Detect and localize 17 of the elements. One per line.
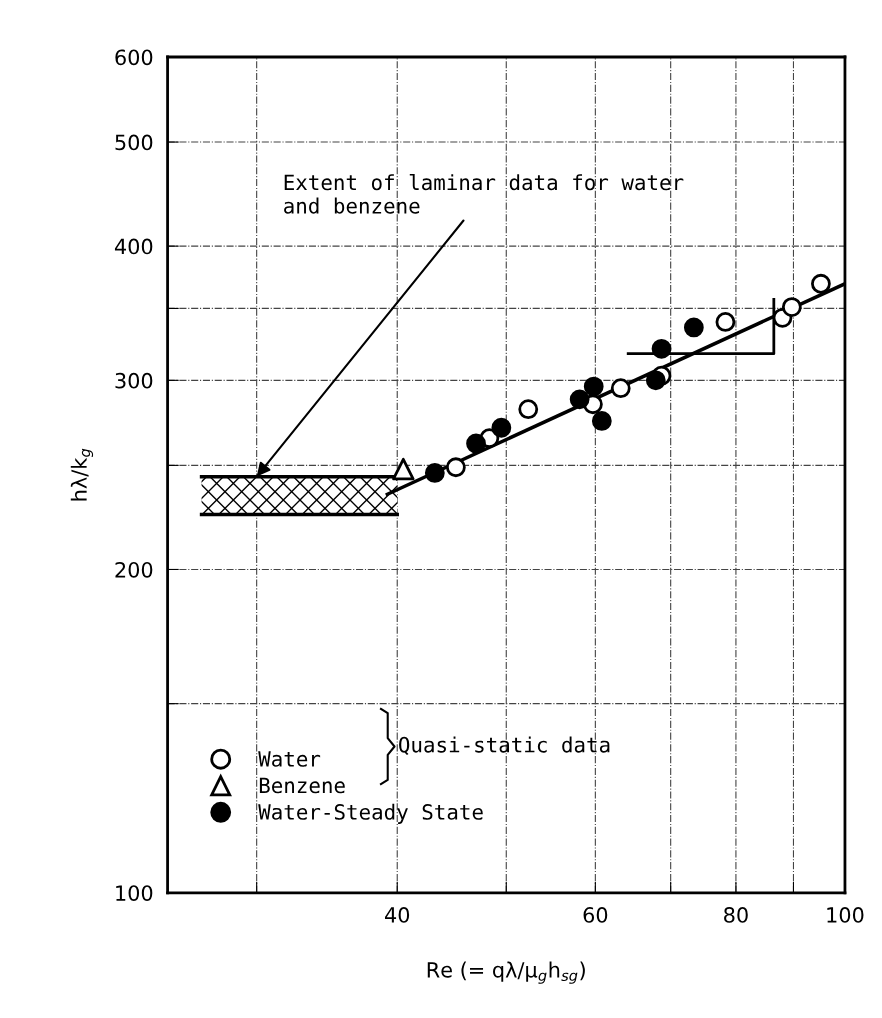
y-axis-title: hλ/k$_{g}$: [70, 448, 94, 501]
annotation: Quasi-static data: [399, 736, 610, 756]
y-tick-label: 500: [115, 134, 153, 151]
x-axis-title: Re (= qλ/μ$_{g}$h$_{sg}$): [427, 961, 585, 984]
y-tick-label: 200: [115, 561, 153, 578]
y-tick-label: 300: [115, 372, 153, 389]
y-tick-label: 100: [116, 885, 153, 901]
y-tick-label: 600: [115, 49, 153, 66]
x-tick-label: 40: [385, 907, 410, 923]
legend-label: Water: [258, 751, 321, 767]
x-tick-label: 80: [724, 907, 748, 923]
x-tick-label: 100: [827, 907, 864, 923]
annotation: Extent of laminar data for water and benzene: [284, 174, 684, 214]
x-tick-label: 60: [583, 907, 608, 923]
y-tick-label: 400: [114, 238, 153, 255]
legend-label: Benzene: [259, 777, 345, 794]
legend-label: Water-Steady State: [258, 803, 483, 824]
